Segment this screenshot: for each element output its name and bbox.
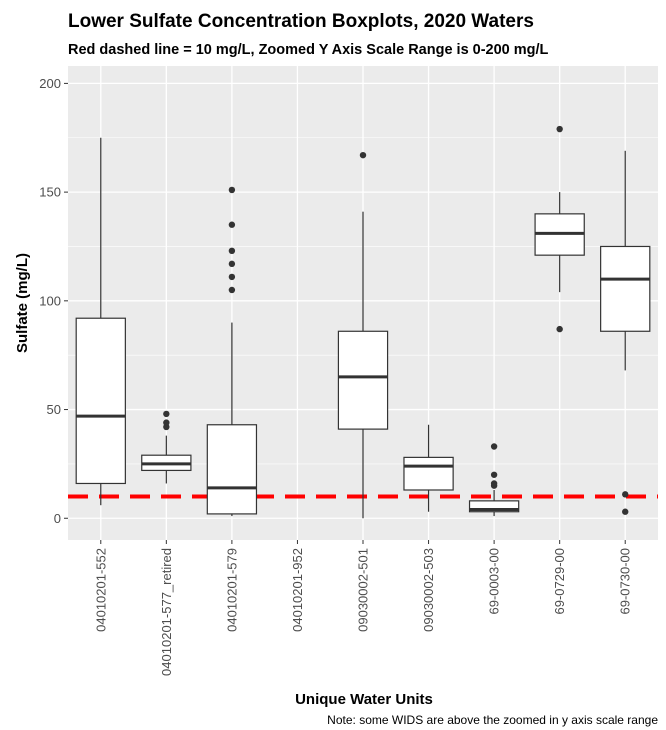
x-tick-label: 04010201-952 xyxy=(290,548,305,632)
outlier-point xyxy=(228,221,236,228)
x-tick-label: 04010201-577_retired xyxy=(159,548,174,676)
box-09030002-501 xyxy=(337,151,389,519)
box-04010201-579 xyxy=(206,186,258,517)
chart-caption: Note: some WIDS are above the zoomed in … xyxy=(327,713,658,727)
x-tick-label: 69-0003-00 xyxy=(487,548,502,615)
y-tick-label: 200 xyxy=(39,76,61,91)
outlier-point xyxy=(163,419,170,426)
y-tick-label: 150 xyxy=(39,185,61,200)
y-tick-label: 100 xyxy=(39,293,61,308)
x-tick-label: 04010201-579 xyxy=(224,548,239,632)
outlier-point xyxy=(359,151,367,159)
x-tick-label: 09030002-503 xyxy=(421,548,436,632)
iqr-box xyxy=(206,424,258,515)
y-tick-label: 50 xyxy=(47,402,61,417)
box-69-0730-00 xyxy=(600,150,651,515)
outlier-point xyxy=(490,480,498,487)
x-tick-label: 09030002-501 xyxy=(356,548,371,632)
outlier-point xyxy=(228,273,236,281)
box-04010201-552 xyxy=(75,137,126,506)
outlier-point xyxy=(228,286,236,294)
box-09030002-503 xyxy=(403,424,454,512)
outlier-point xyxy=(556,125,563,133)
box-04010201-577_retired xyxy=(141,410,192,484)
outlier-point xyxy=(490,443,498,450)
x-tick-label: 04010201-552 xyxy=(93,548,108,632)
y-axis-ticks: 0 50 100 150 200 xyxy=(39,76,68,526)
chart-title: Lower Sulfate Concentration Boxplots, 20… xyxy=(68,11,534,32)
outlier-point xyxy=(228,186,236,194)
outlier-point xyxy=(163,410,170,418)
iqr-box xyxy=(600,245,651,332)
outlier-point xyxy=(490,471,498,478)
outlier-point xyxy=(228,247,236,255)
iqr-box xyxy=(75,317,126,485)
x-tick-label: 69-0730-00 xyxy=(618,548,633,615)
outlier-point xyxy=(622,491,629,498)
x-tick-label: 69-0729-00 xyxy=(552,548,567,615)
y-tick-label: 0 xyxy=(54,511,61,526)
outlier-point xyxy=(556,325,563,333)
box-69-0729-00 xyxy=(534,125,585,333)
x-axis-title: Unique Water Units xyxy=(295,691,433,708)
iqr-box xyxy=(403,456,454,491)
box-69-0003-00 xyxy=(468,443,520,517)
iqr-box xyxy=(337,330,389,430)
iqr-box xyxy=(468,500,520,513)
boxes xyxy=(75,125,651,519)
outlier-point xyxy=(228,260,236,268)
x-axis-ticks: 04010201-552 04010201-577_retired 04010201… xyxy=(93,540,633,676)
chart-subtitle: Red dashed line = 10 mg/L, Zoomed Y Axis… xyxy=(68,42,549,58)
outlier-point xyxy=(622,508,629,515)
y-axis-title: Sulfate (mg/L) xyxy=(14,253,31,353)
